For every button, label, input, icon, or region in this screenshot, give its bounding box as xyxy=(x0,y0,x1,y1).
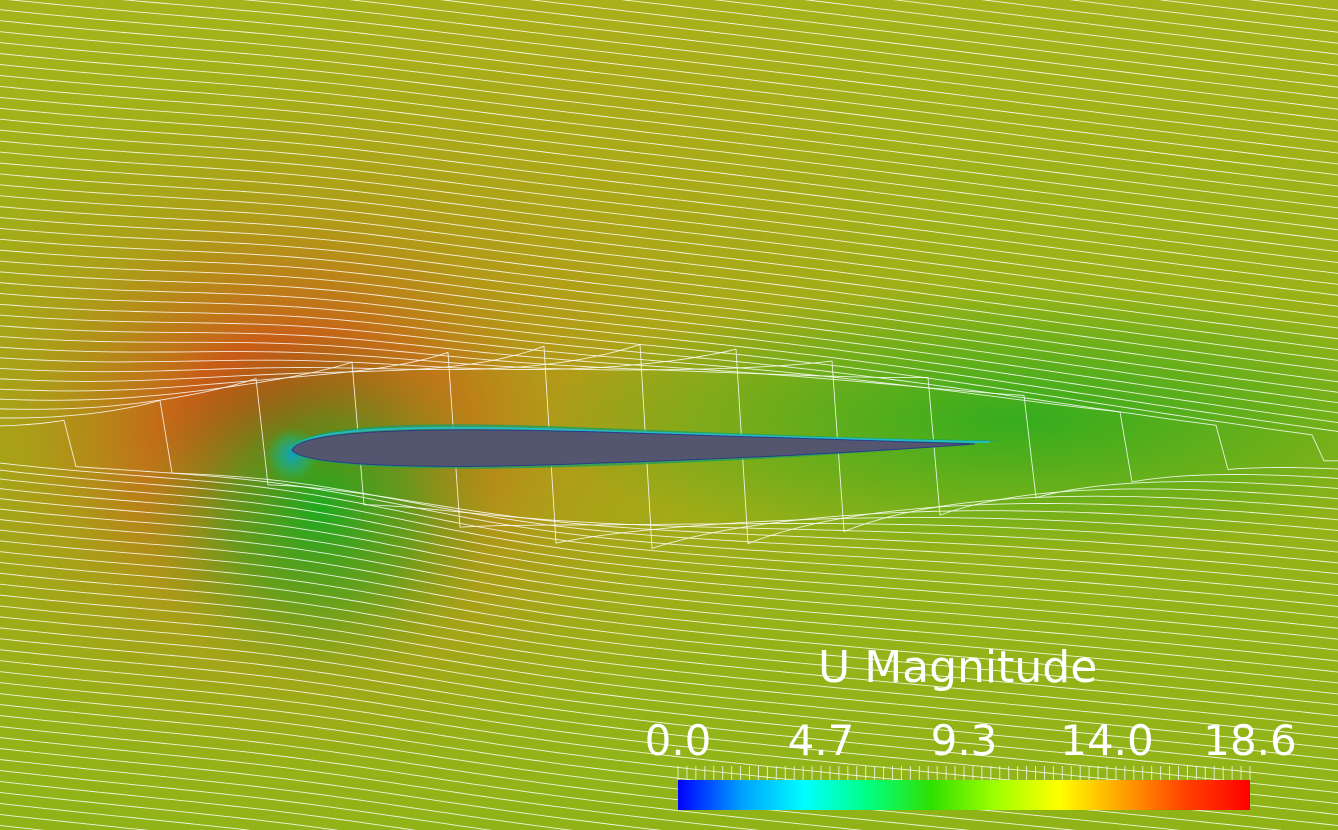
streamline xyxy=(1248,0,1338,11)
streamline xyxy=(0,346,1338,533)
streamline xyxy=(0,282,1338,432)
legend-tick-label: 14.0 xyxy=(1060,716,1154,765)
streamline xyxy=(0,249,1338,404)
streamline xyxy=(0,348,1338,545)
colorbar-ticks xyxy=(677,766,1251,780)
streamline xyxy=(0,325,1338,499)
streamline xyxy=(0,238,1338,393)
streamline xyxy=(0,781,417,830)
streamline xyxy=(0,605,1338,761)
streamline xyxy=(0,336,1338,516)
streamline xyxy=(0,20,1338,176)
streamline xyxy=(0,792,339,830)
streamline xyxy=(0,419,1338,596)
streamline xyxy=(0,693,1181,830)
streamline xyxy=(0,227,1338,383)
color-legend[interactable]: U Magnitude 0.0 4.7 9.3 14.0 18.6 xyxy=(640,640,1320,820)
streamline xyxy=(0,85,1338,242)
streamline xyxy=(0,478,1338,629)
streamline xyxy=(713,0,1338,77)
streamline xyxy=(0,271,1338,424)
streamline xyxy=(348,0,1338,121)
streamline xyxy=(0,343,1338,550)
airfoil-edge-highlight xyxy=(289,426,991,451)
streamline xyxy=(0,195,1338,351)
streamline xyxy=(0,361,1338,564)
legend-tick-label: 4.7 xyxy=(787,716,855,765)
streamline xyxy=(0,704,1077,830)
streamline xyxy=(0,378,1338,575)
streamline xyxy=(804,0,1338,66)
streamline xyxy=(0,825,46,830)
streamline xyxy=(0,345,1338,544)
streamline xyxy=(0,462,1338,607)
streamline xyxy=(0,75,1338,231)
streamline xyxy=(0,737,761,830)
colorbar xyxy=(677,766,1251,810)
streamline xyxy=(980,0,1338,44)
legend-tick-label: 0.0 xyxy=(644,716,712,765)
streamline xyxy=(0,399,1338,586)
streamline xyxy=(0,572,1338,728)
streamline xyxy=(0,217,1338,372)
streamline xyxy=(0,129,1338,285)
streamline xyxy=(0,540,1338,695)
streamline xyxy=(0,162,1338,318)
streamline xyxy=(0,260,1338,414)
streamline xyxy=(0,759,573,830)
streamline xyxy=(0,627,1338,783)
streamline xyxy=(0,748,663,830)
streamline xyxy=(0,173,1338,329)
streamline xyxy=(121,0,1338,143)
streamline xyxy=(7,0,1338,154)
streamline xyxy=(0,351,1338,553)
streamline xyxy=(0,770,493,830)
streamline xyxy=(242,0,1338,132)
streamline xyxy=(0,529,1338,684)
legend-tick-label: 18.6 xyxy=(1203,716,1297,765)
streamline xyxy=(0,64,1338,220)
streamline xyxy=(0,726,864,830)
streamline xyxy=(0,519,1338,673)
streamline xyxy=(0,682,1283,830)
streamline xyxy=(0,498,1338,651)
streamline xyxy=(0,638,1338,794)
streamline xyxy=(0,206,1338,361)
streamline xyxy=(0,551,1338,706)
streamline xyxy=(0,42,1338,198)
streamline xyxy=(1157,0,1338,22)
streamline xyxy=(0,53,1338,209)
streamline xyxy=(0,118,1338,274)
streamline xyxy=(0,293,1338,462)
streamline xyxy=(0,9,1338,165)
streamline xyxy=(0,594,1338,750)
streamline xyxy=(0,488,1338,640)
streamline xyxy=(0,184,1338,340)
airfoil[interactable] xyxy=(291,429,976,467)
streamline xyxy=(0,583,1338,739)
streamline xyxy=(0,508,1338,662)
streamline xyxy=(893,0,1338,55)
legend-tick-label: 9.3 xyxy=(930,716,998,765)
streamline xyxy=(0,140,1338,296)
streamline xyxy=(0,803,252,830)
streamline xyxy=(0,814,150,830)
streamline xyxy=(528,0,1338,99)
streamline xyxy=(620,0,1338,88)
streamline xyxy=(0,562,1338,717)
streamline xyxy=(0,715,971,830)
streamline xyxy=(439,0,1338,110)
streamline xyxy=(1069,0,1338,33)
streamline xyxy=(0,469,1338,618)
streamline xyxy=(0,616,1338,772)
streamline xyxy=(0,151,1338,307)
streamline xyxy=(0,31,1338,187)
legend-title: U Magnitude xyxy=(818,642,1098,693)
streamline xyxy=(0,107,1338,264)
colorbar-gradient xyxy=(678,780,1250,810)
streamline xyxy=(0,96,1338,253)
